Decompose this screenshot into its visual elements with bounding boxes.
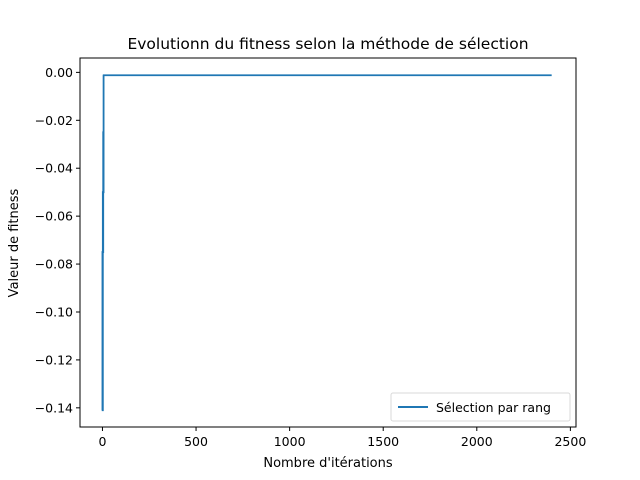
y-axis-label: Valeur de fitness xyxy=(7,188,22,297)
chart-title: Evolutionn du fitness selon la méthode d… xyxy=(127,35,528,53)
plot-layer xyxy=(79,57,577,428)
x-tick-label-1: 500 xyxy=(184,434,208,449)
x-tick-label-2: 1000 xyxy=(274,434,306,449)
x-tick-label-5: 2500 xyxy=(554,434,586,449)
x-tick-label-0: 0 xyxy=(98,434,106,449)
legend-label-selection-par-rang: Sélection par rang xyxy=(436,400,551,415)
y-tick-label-3: −0.06 xyxy=(35,209,73,224)
y-tick-label-2: −0.04 xyxy=(35,161,73,176)
plot-area-frame xyxy=(79,57,577,428)
y-tick-label-0: 0.00 xyxy=(45,65,73,80)
y-tick-label-4: −0.08 xyxy=(35,257,73,272)
x-axis-label: Nombre d'itérations xyxy=(263,456,393,471)
y-tick-label-1: −0.02 xyxy=(35,113,73,128)
series-line-0 xyxy=(101,74,552,412)
y-tick-label-7: −0.14 xyxy=(35,400,73,415)
x-axis-ticks: 0 500 1000 1500 2000 2500 xyxy=(98,427,586,449)
y-tick-label-6: −0.12 xyxy=(35,352,73,367)
y-tick-label-5: −0.10 xyxy=(35,304,73,319)
y-axis-ticks: 0.00 −0.02 −0.04 −0.06 −0.08 −0.10 −0.12 −0.14 xyxy=(35,65,80,415)
legend-box xyxy=(390,392,571,422)
x-tick-label-3: 1500 xyxy=(367,434,399,449)
legend: Sélection par rang xyxy=(390,392,571,422)
x-tick-label-4: 2000 xyxy=(461,434,493,449)
